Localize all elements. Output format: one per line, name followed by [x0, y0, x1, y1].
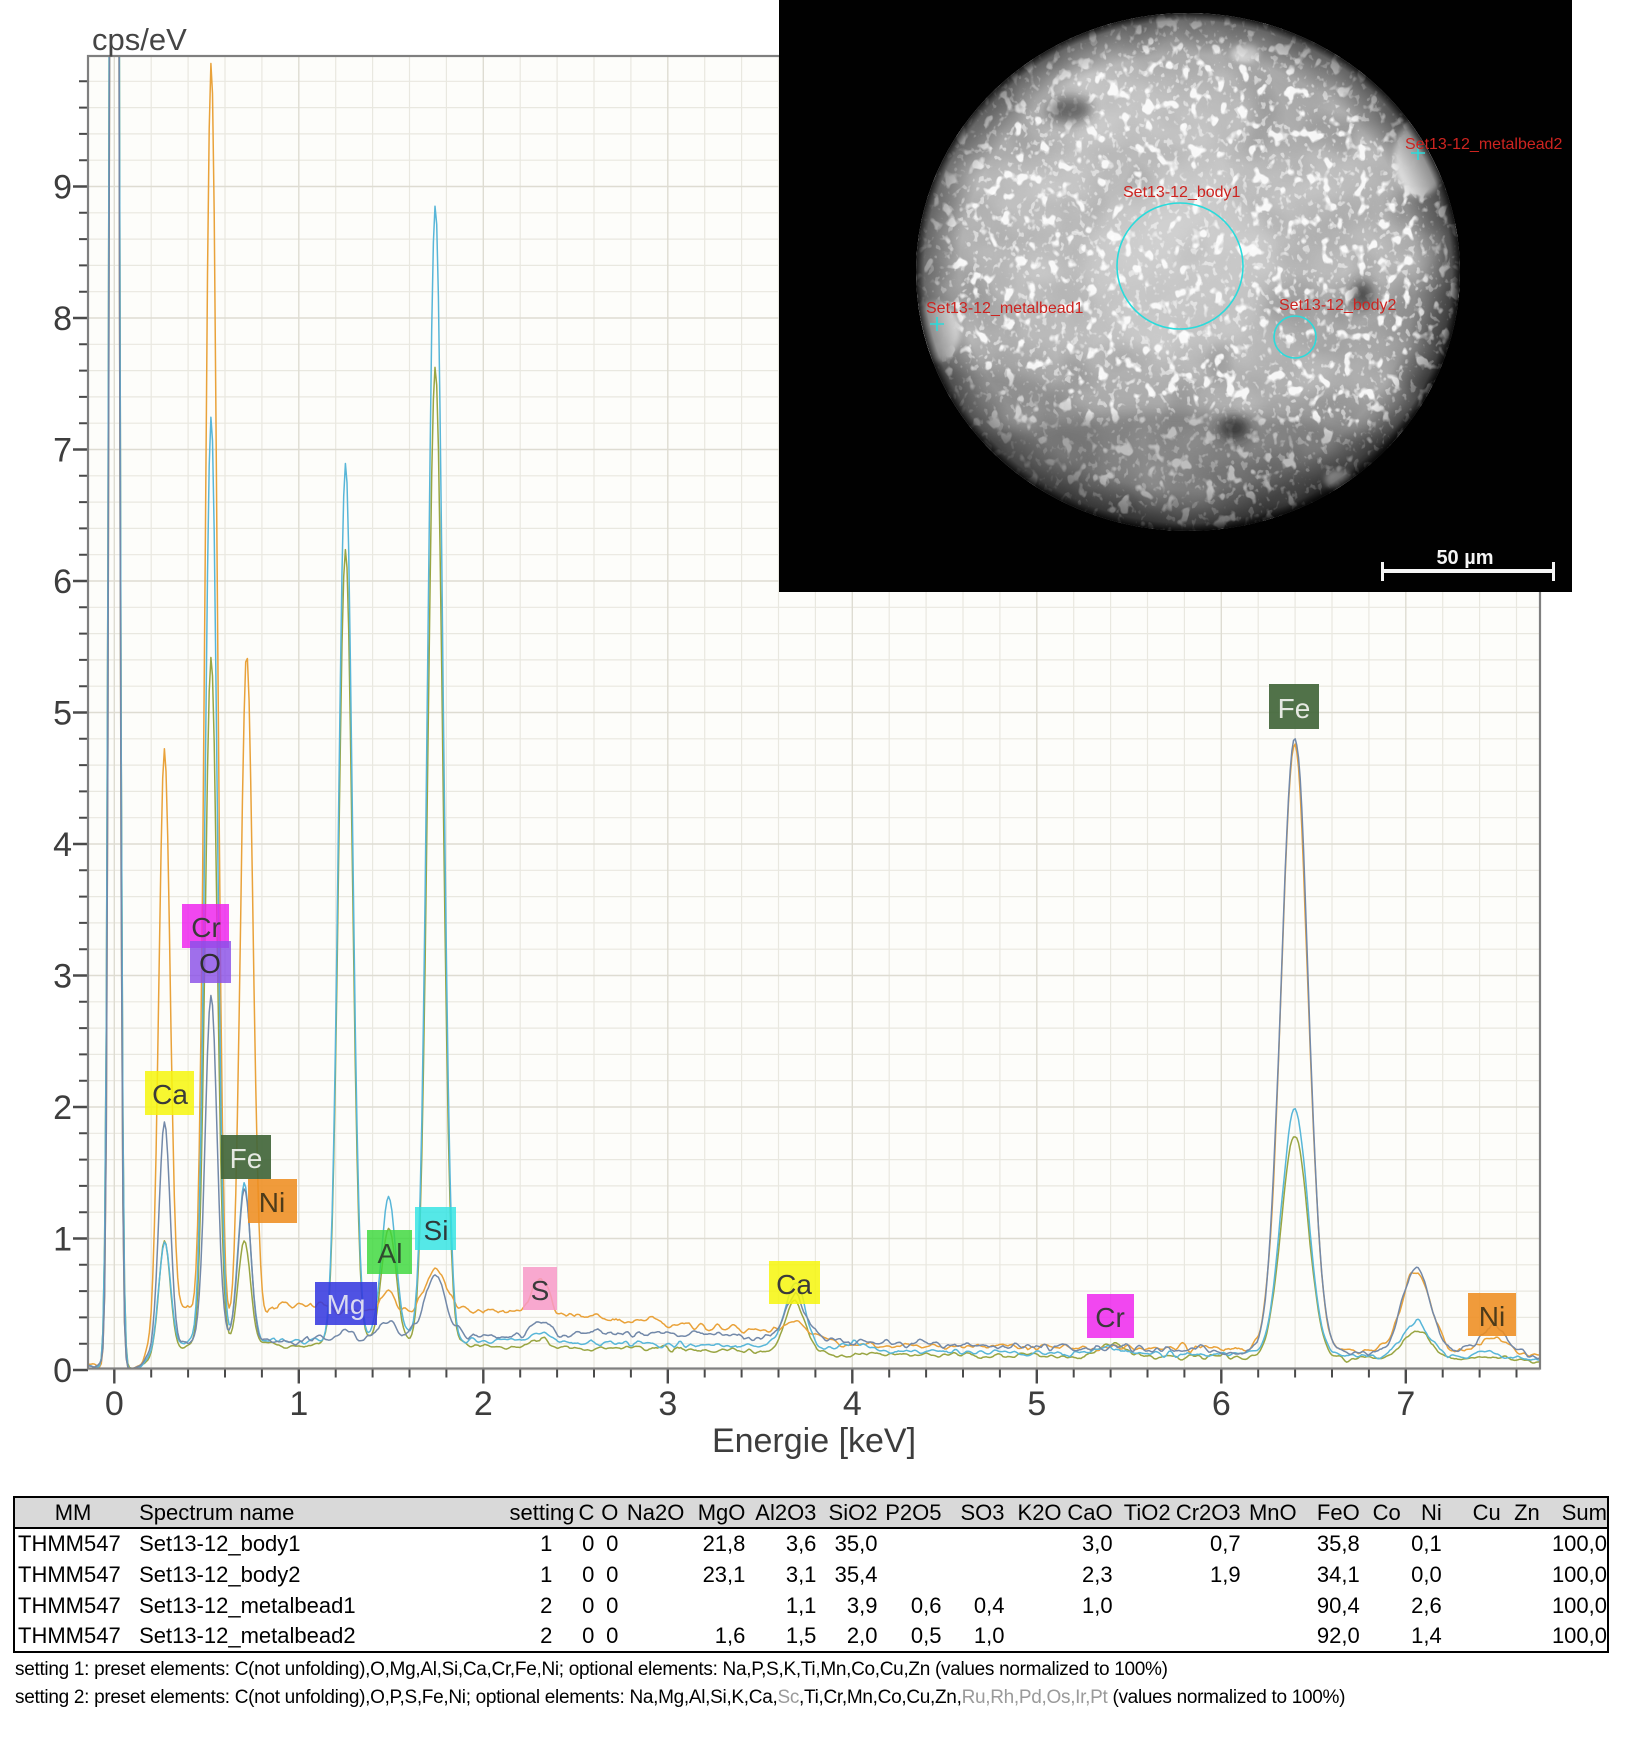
svg-text:4: 4 — [53, 826, 72, 864]
svg-text:Cr: Cr — [1095, 1302, 1125, 1333]
svg-text:5: 5 — [53, 695, 72, 733]
svg-text:3: 3 — [658, 1385, 677, 1423]
svg-text:cps/eV: cps/eV — [92, 22, 187, 57]
svg-text:Al: Al — [378, 1238, 403, 1269]
svg-text:4: 4 — [843, 1385, 862, 1423]
svg-text:Energie [keV]: Energie [keV] — [712, 1422, 916, 1460]
svg-text:50 µm: 50 µm — [1436, 547, 1493, 569]
svg-text:Mg: Mg — [327, 1289, 366, 1320]
svg-text:0: 0 — [105, 1385, 124, 1423]
svg-text:0: 0 — [53, 1352, 72, 1390]
svg-text:1: 1 — [289, 1385, 308, 1423]
svg-text:Ni: Ni — [1479, 1301, 1505, 1332]
svg-text:2: 2 — [474, 1385, 493, 1423]
svg-text:8: 8 — [53, 300, 72, 338]
svg-text:6: 6 — [1212, 1385, 1231, 1423]
svg-text:1: 1 — [53, 1221, 72, 1259]
svg-text:S: S — [531, 1275, 550, 1306]
svg-text:Set13-12_metalbead2: Set13-12_metalbead2 — [1405, 136, 1563, 153]
svg-text:3: 3 — [53, 958, 72, 996]
svg-text:7: 7 — [1396, 1385, 1415, 1423]
svg-text:Si: Si — [424, 1215, 449, 1246]
svg-text:5: 5 — [1027, 1385, 1046, 1423]
svg-text:6: 6 — [53, 563, 72, 601]
svg-text:Set13-12_body1: Set13-12_body1 — [1123, 184, 1241, 201]
svg-text:7: 7 — [53, 432, 72, 470]
svg-text:9: 9 — [53, 169, 72, 207]
svg-text:Set13-12_body2: Set13-12_body2 — [1279, 297, 1397, 314]
svg-text:Ca: Ca — [776, 1269, 812, 1300]
svg-text:O: O — [199, 948, 221, 979]
svg-text:2: 2 — [53, 1089, 72, 1127]
svg-text:Ni: Ni — [259, 1187, 285, 1218]
svg-text:Ca: Ca — [152, 1079, 188, 1110]
svg-text:Fe: Fe — [1278, 693, 1311, 724]
svg-text:Cr: Cr — [191, 912, 221, 943]
svg-text:Fe: Fe — [230, 1143, 263, 1174]
svg-text:Set13-12_metalbead1: Set13-12_metalbead1 — [926, 300, 1084, 317]
